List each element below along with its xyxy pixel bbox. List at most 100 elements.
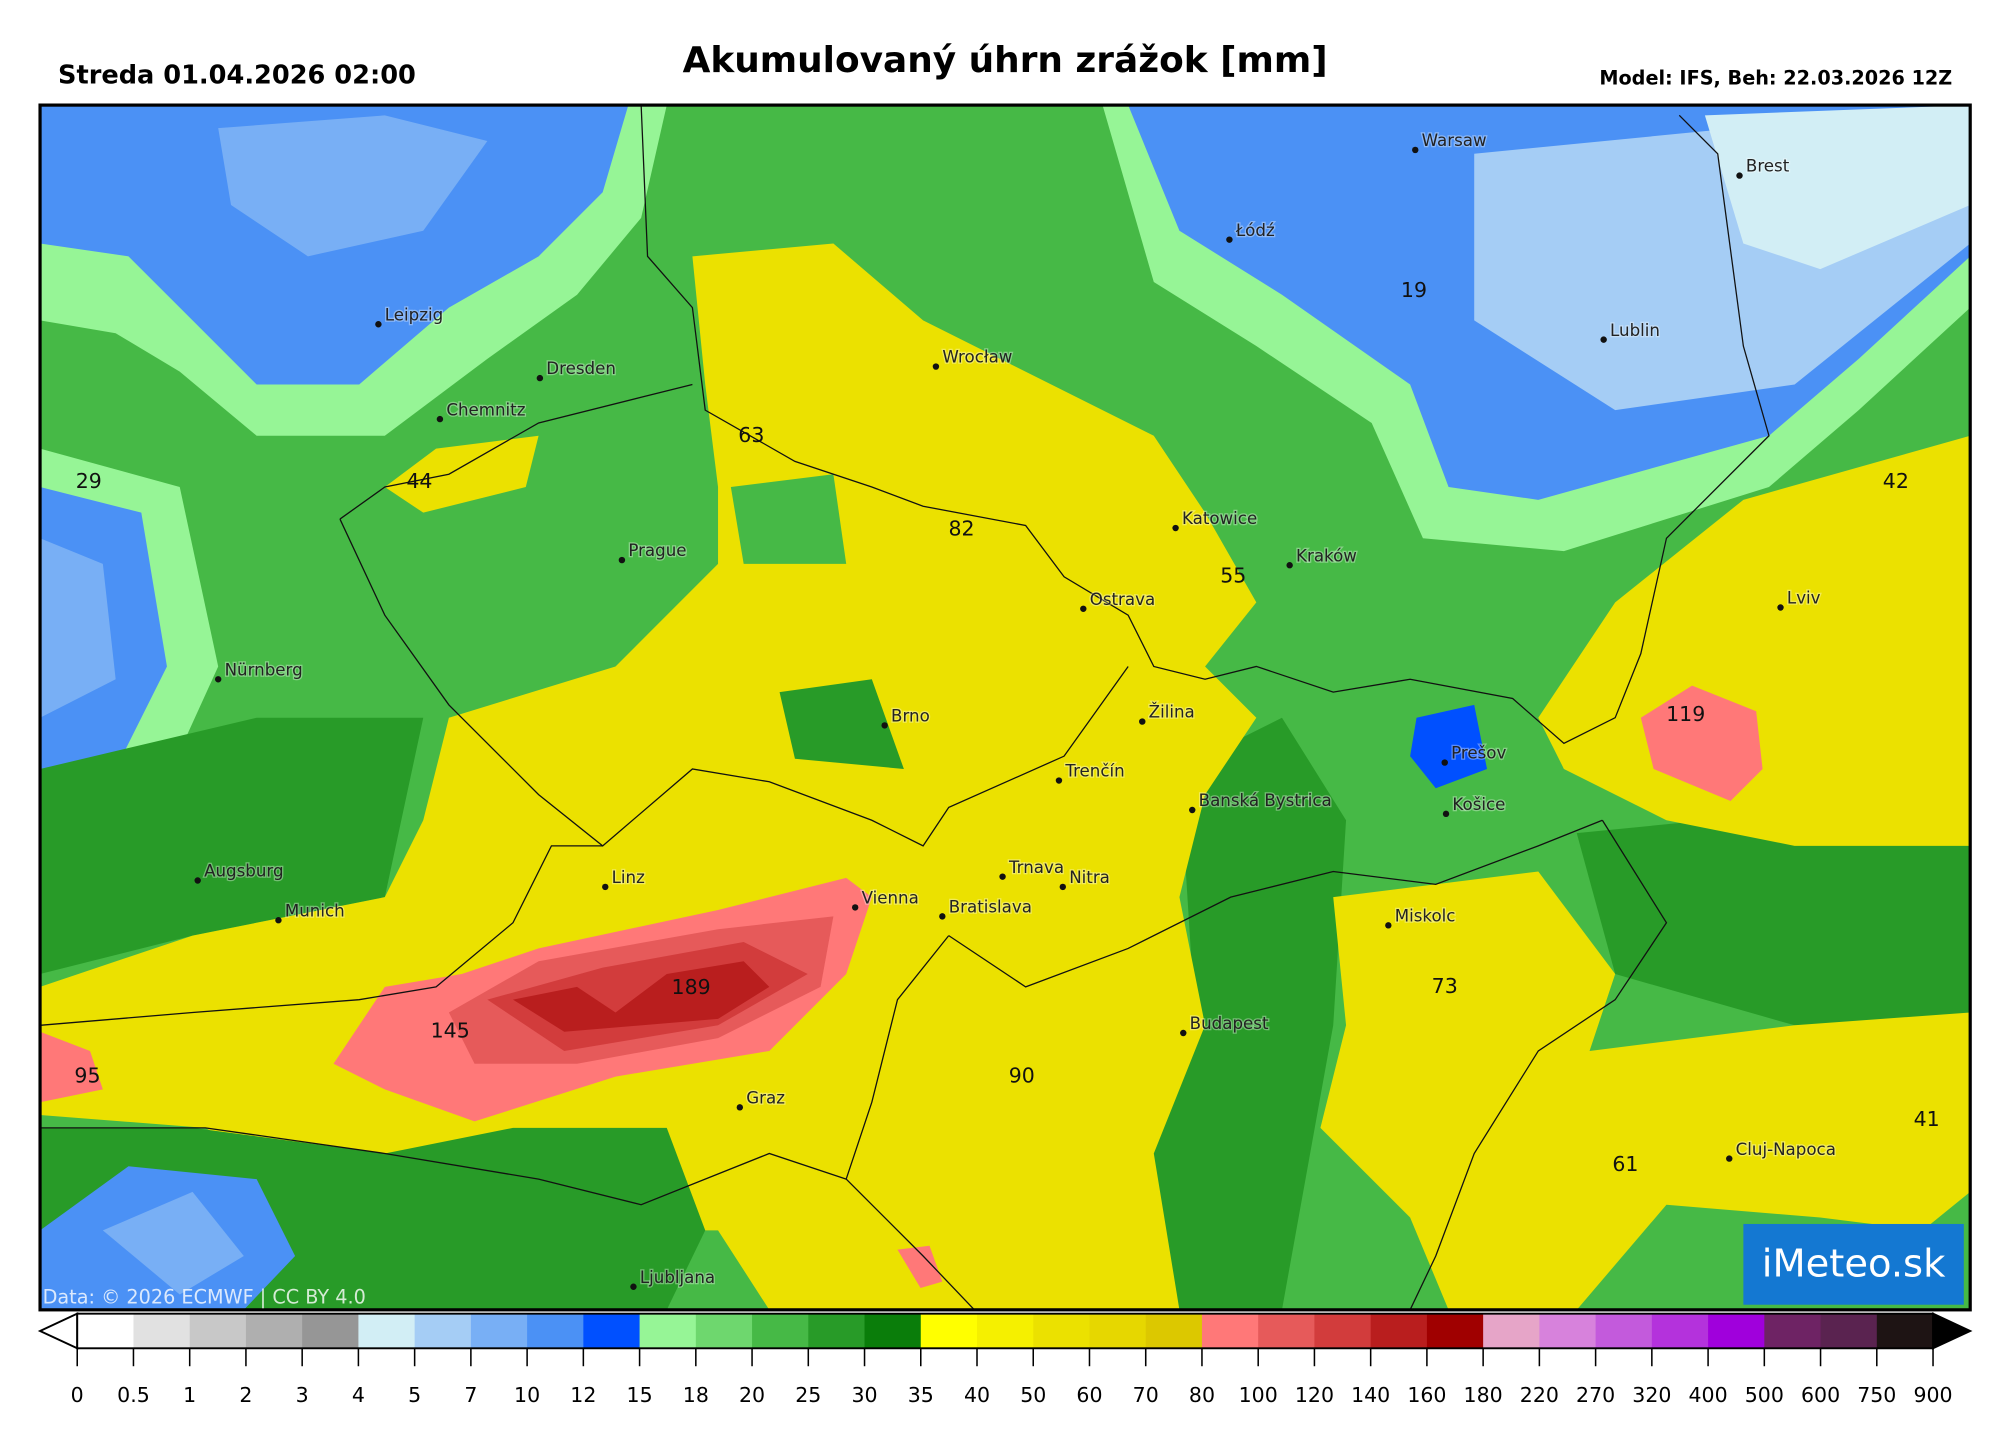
color-swatch	[470, 1313, 528, 1349]
city-label: Bratislava	[949, 898, 1032, 917]
city-label: Lublin	[1610, 321, 1660, 340]
city-label: Nitra	[1069, 868, 1110, 887]
model-label: Model: IFS, Beh: 22.03.2026 12Z	[1599, 67, 1952, 90]
color-swatch	[527, 1313, 584, 1349]
colorbar-tick-label: 0.5	[117, 1383, 150, 1407]
city-label: Brest	[1746, 157, 1790, 176]
date-label: Streda 01.04.2026 02:00	[58, 60, 416, 90]
city-label: Warsaw	[1422, 131, 1487, 150]
city-label: Kraków	[1296, 546, 1357, 565]
city-dot	[1777, 604, 1784, 611]
city-dot	[1172, 524, 1179, 532]
city-label: Prague	[628, 541, 686, 560]
colorbar-tick-label: 5	[408, 1383, 421, 1407]
value-label: 55	[1220, 564, 1246, 588]
city-dot	[736, 1104, 744, 1111]
colorbar-tick-label: 50	[1020, 1383, 1046, 1407]
city-dot	[1180, 1029, 1187, 1037]
city-dot	[214, 676, 222, 683]
color-swatch	[1314, 1313, 1372, 1349]
value-label: 145	[431, 1019, 470, 1043]
color-swatch	[752, 1313, 809, 1349]
colorbar-frame	[76, 1312, 1934, 1350]
city-label: Ljubljana	[640, 1268, 715, 1287]
city-dot	[630, 1283, 637, 1290]
value-label: 82	[949, 516, 975, 540]
colorbar-tick-label: 2	[239, 1383, 252, 1407]
colorbar-tick-label: 0	[71, 1383, 84, 1407]
city-label: Budapest	[1190, 1014, 1269, 1033]
colorbar-tick-label: 18	[683, 1383, 709, 1407]
color-swatch	[1145, 1313, 1203, 1349]
city-label: Košice	[1452, 795, 1505, 814]
city-dot	[1189, 806, 1196, 814]
city-dot	[1412, 146, 1419, 154]
city-label: Vienna	[862, 889, 919, 908]
color-swatch	[1483, 1313, 1541, 1349]
colorbar-tick-label: 160	[1407, 1383, 1446, 1407]
color-swatch	[245, 1313, 303, 1349]
city-label: Wrocław	[942, 348, 1012, 367]
color-swatch	[1764, 1313, 1822, 1349]
city-label: Lviv	[1787, 589, 1821, 608]
map-labels: Warsaw Brest Łódź Leipzig Lublin Dresden Wrocł…	[74, 130, 1940, 1290]
colorbar-tick-label: 270	[1576, 1383, 1615, 1407]
city-dot	[436, 415, 444, 423]
colorbar-tick-label: 80	[1189, 1383, 1215, 1407]
city-dot	[881, 722, 888, 729]
color-swatch	[189, 1313, 247, 1349]
city-dot	[932, 363, 940, 370]
value-label: 95	[74, 1064, 100, 1088]
city-dot	[275, 917, 282, 924]
color-swatch	[1033, 1313, 1091, 1349]
color-swatch	[1426, 1313, 1484, 1349]
color-swatch	[808, 1313, 866, 1349]
value-label: 29	[76, 469, 102, 493]
value-label: 42	[1883, 469, 1909, 493]
value-label: 61	[1612, 1152, 1638, 1176]
colorbar-tick-label: 35	[908, 1383, 934, 1407]
city-dot	[602, 883, 609, 891]
city-label: Dresden	[546, 359, 616, 378]
city-label: Chemnitz	[446, 400, 525, 419]
colorbar-tick-label: 20	[739, 1383, 765, 1407]
city-label: Prešov	[1451, 744, 1506, 763]
city-label: Leipzig	[385, 305, 443, 324]
logo: iMeteo.sk	[1762, 1242, 1946, 1287]
color-swatch	[1201, 1313, 1259, 1349]
city-label: Banská Bystrica	[1199, 791, 1332, 810]
city-dot	[1736, 172, 1743, 179]
city-label: Nürnberg	[225, 660, 303, 679]
colorbar-tick-label: 900	[1913, 1383, 1952, 1407]
color-swatch	[1651, 1313, 1709, 1349]
map-title: Akumulovaný úhrn zrážok [mm]	[683, 40, 1328, 81]
colorbar-tick-label: 500	[1745, 1383, 1784, 1407]
colorbar-tick-label: 25	[795, 1383, 821, 1407]
city-label: Cluj-Napoca	[1736, 1140, 1836, 1159]
color-swatch	[358, 1313, 416, 1349]
colorbar-tick-label: 70	[1133, 1383, 1159, 1407]
city-dot	[1059, 883, 1067, 891]
colorbar-tick-label: 600	[1801, 1383, 1840, 1407]
color-swatch	[1539, 1313, 1597, 1349]
color-swatch	[977, 1313, 1034, 1349]
city-dot	[1385, 922, 1392, 929]
city-dot	[999, 873, 1006, 880]
colorbar-tick-label: 100	[1239, 1383, 1278, 1407]
city-label: Miskolc	[1395, 906, 1456, 925]
color-swatch	[695, 1313, 753, 1349]
city-dot	[375, 321, 382, 328]
value-label: 73	[1432, 974, 1458, 998]
logo-box	[1743, 1223, 1964, 1305]
colorbar-tick-label: 3	[296, 1383, 309, 1407]
city-dot	[1055, 777, 1063, 784]
value-label: 189	[672, 975, 711, 999]
color-swatch	[1258, 1313, 1316, 1349]
city-dot	[1600, 336, 1607, 343]
color-swatch	[1370, 1313, 1428, 1349]
city-dot	[1726, 1155, 1733, 1162]
city-label: Ostrava	[1090, 590, 1155, 609]
city-dot	[618, 556, 626, 564]
colorbar-tick-label: 7	[464, 1383, 477, 1407]
